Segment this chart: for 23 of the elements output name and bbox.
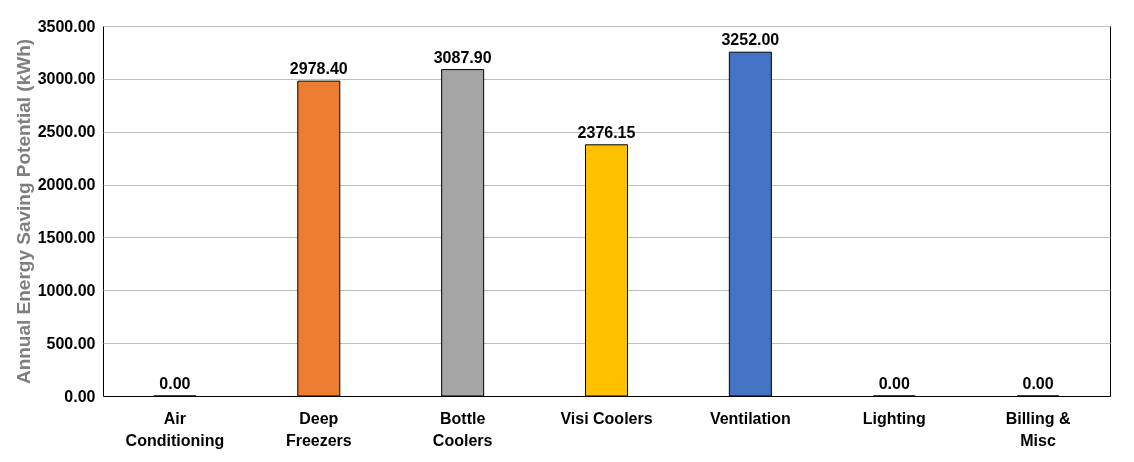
y-tick-label: 1500.00 [37, 228, 96, 246]
y-tick-label: 1000.00 [37, 281, 96, 299]
x-tick-label: Visi Coolers [560, 409, 653, 427]
data-label: 3252.00 [721, 31, 780, 49]
x-tick-label: Air Conditioning [125, 409, 225, 449]
data-label: 0.00 [159, 375, 191, 392]
x-tick-label: Ventilation [709, 409, 791, 427]
data-label: 3087.90 [433, 48, 492, 66]
x-tick-label: Lighting [862, 409, 926, 427]
y-tick-label: 3500.00 [37, 17, 96, 35]
y-axis-title: Annual Energy Saving Potential (kWh) [12, 38, 34, 385]
y-tick-label: 2500.00 [37, 123, 96, 141]
y-tick-label: 500.00 [46, 334, 96, 352]
data-label: 2978.40 [289, 60, 348, 78]
data-label: 0.00 [1022, 375, 1054, 392]
data-label: 2376.15 [577, 123, 636, 141]
y-tick-label: 2000.00 [37, 176, 96, 194]
y-tick-label: 3000.00 [37, 70, 96, 88]
y-tick-label: 0.00 [64, 387, 96, 405]
data-label: 0.00 [878, 375, 910, 392]
x-tick-label: Deep Freezers [285, 409, 352, 449]
x-tick-label: Billing & Misc [1005, 409, 1071, 449]
x-tick-label: Bottle Coolers [432, 409, 493, 449]
